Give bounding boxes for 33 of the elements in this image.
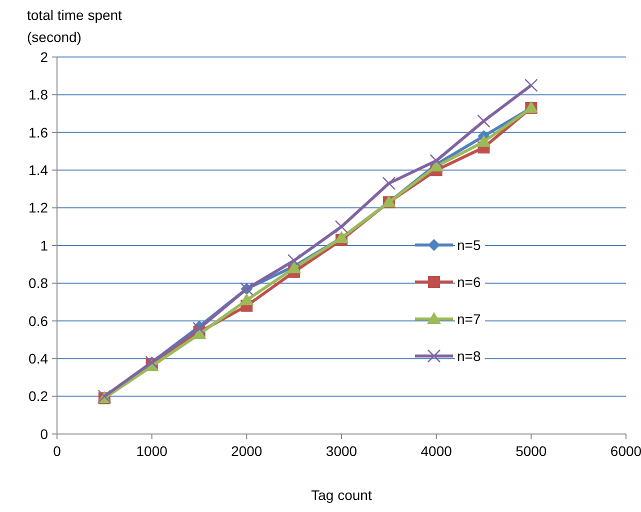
y-tick-label: 0 [40,426,48,442]
y-tick-label: 0.2 [28,388,48,404]
point [240,293,254,306]
x-tick-label: 4000 [420,443,452,459]
y-tick-label: 0.4 [28,350,48,366]
x-tick-label: 5000 [516,443,547,459]
legend-label: n=7 [457,310,481,327]
point [382,176,396,190]
point [476,134,491,147]
point [524,78,538,92]
legend-label: n=6 [457,274,481,290]
y-tick-label: 1.6 [28,124,48,140]
x-tick-label: 1000 [136,443,168,459]
point [287,254,301,268]
y-tick-label: 1.8 [28,86,48,103]
point [477,114,490,128]
y-axis-title: total time spent (second) [27,7,122,45]
y-tick-label: 0.8 [28,275,48,292]
y-tick-label: 1 [40,237,48,254]
y-tick-label: 2 [40,48,48,65]
point [430,154,443,168]
y-tick-label: 1.2 [28,200,48,216]
legend-label: n=5 [457,236,481,253]
x-tick-label: 2000 [231,443,262,459]
x-axis-title: Tag count [311,487,372,503]
point [334,220,348,234]
y-tick-label: 1.4 [28,162,48,178]
x-tick-label: 6000 [610,443,641,459]
x-tick-label: 3000 [326,443,358,459]
y-tick-label: 0.6 [28,312,48,329]
point [192,322,206,336]
x-tick-label: 0 [53,443,62,459]
legend-label: n=8 [457,348,481,364]
